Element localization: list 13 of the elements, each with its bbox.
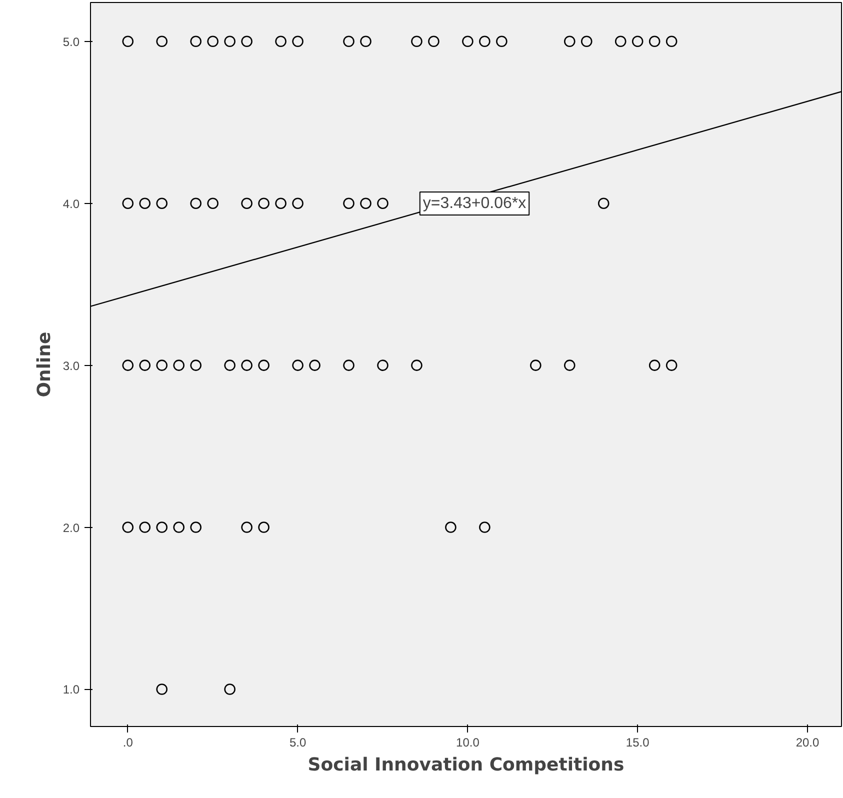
y-tick-label: 4.0: [62, 196, 80, 211]
y-tick-label: 3.0: [62, 358, 80, 373]
x-tick-label: 15.0: [626, 736, 650, 750]
x-tick-label: 20.0: [796, 736, 820, 750]
y-axis-title: Online: [34, 332, 55, 398]
x-tick-label: 5.0: [289, 736, 306, 750]
y-tick-label: 5.0: [62, 34, 80, 49]
x-tick-label: 10.0: [456, 736, 480, 750]
y-tick-label: 1.0: [62, 682, 80, 697]
annotation: y=3.43+0.06*x: [422, 195, 526, 212]
x-tick-label: .0: [122, 736, 134, 750]
x-axis-title: Social Innovation Competitions: [308, 754, 624, 776]
y-tick-label: 2.0: [62, 520, 80, 535]
